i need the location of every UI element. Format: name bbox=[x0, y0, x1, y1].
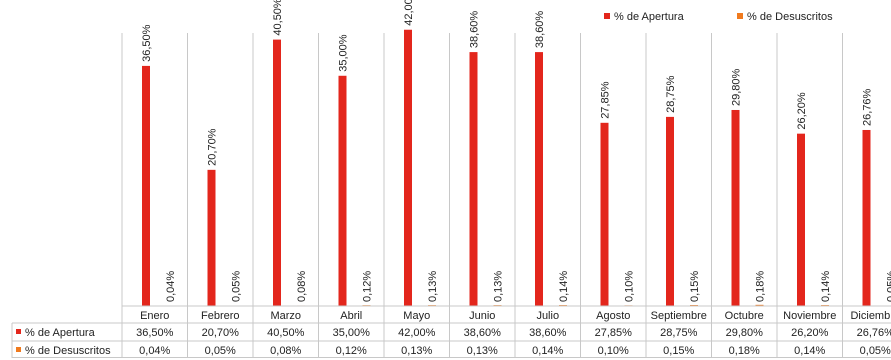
data-label-apertura: 40,50% bbox=[272, 0, 284, 36]
data-label-apertura: 35,00% bbox=[338, 34, 350, 72]
bar-apertura bbox=[469, 52, 478, 306]
bar-apertura bbox=[535, 52, 543, 306]
category-label: Noviembre bbox=[783, 310, 836, 322]
data-label-apertura: 38,60% bbox=[469, 11, 481, 49]
legend-swatch-apertura bbox=[604, 13, 610, 19]
data-table: Enero 36,50% 0,04% Febrero 20,70% 0,05% Marzo 4… bbox=[12, 305, 891, 358]
row-header-apertura: % de Apertura bbox=[25, 327, 96, 339]
table-cell-desuscritos: 0,14% bbox=[794, 345, 825, 357]
data-label-desuscritos: 0,13% bbox=[427, 271, 439, 302]
bar-apertura bbox=[142, 65, 150, 307]
data-label-desuscritos: 0,14% bbox=[820, 271, 832, 302]
table-cell-desuscritos: 0,04% bbox=[139, 345, 170, 357]
data-label-apertura: 38,60% bbox=[534, 11, 546, 49]
data-label-apertura: 29,80% bbox=[731, 68, 743, 106]
table-cell-apertura: 29,80% bbox=[726, 327, 764, 339]
table-cell-apertura: 20,70% bbox=[202, 327, 240, 339]
category-label: Octubre bbox=[725, 310, 764, 322]
legend: % de Apertura % de Desuscritos bbox=[604, 11, 833, 23]
bar-apertura bbox=[273, 39, 281, 306]
category-label: Enero bbox=[140, 310, 169, 322]
table-cell-desuscritos: 0,13% bbox=[467, 345, 498, 357]
bars bbox=[142, 29, 891, 307]
data-label-desuscritos: 0,05% bbox=[231, 271, 243, 302]
legend-label-desuscritos: % de Desuscritos bbox=[747, 11, 833, 23]
category-label: Diciembre bbox=[850, 310, 891, 322]
table-cell-apertura: 26,20% bbox=[791, 327, 829, 339]
table-cell-desuscritos: 0,12% bbox=[336, 345, 367, 357]
bar-apertura bbox=[797, 133, 805, 306]
data-label-desuscritos: 0,15% bbox=[689, 271, 701, 302]
category-label: Abril bbox=[340, 310, 362, 322]
table-cell-apertura: 26,76% bbox=[857, 327, 891, 339]
data-label-apertura: 42,00% bbox=[403, 0, 415, 26]
table-cell-apertura: 28,75% bbox=[660, 327, 698, 339]
category-label: Julio bbox=[536, 310, 559, 322]
table-cell-apertura: 40,50% bbox=[267, 327, 305, 339]
bar-apertura bbox=[862, 129, 871, 306]
table-cell-desuscritos: 0,08% bbox=[270, 345, 301, 357]
category-label: Mayo bbox=[403, 310, 430, 322]
bar-apertura bbox=[666, 116, 674, 306]
table-cell-apertura: 27,85% bbox=[595, 327, 633, 339]
data-label-desuscritos: 0,13% bbox=[493, 271, 505, 302]
bar-apertura bbox=[207, 169, 216, 306]
data-label-desuscritos: 0,05% bbox=[886, 271, 891, 302]
table-cell-desuscritos: 0,10% bbox=[598, 345, 629, 357]
data-label-apertura: 27,85% bbox=[600, 81, 612, 119]
bar-apertura bbox=[600, 122, 609, 306]
legend-key-apertura bbox=[16, 329, 21, 334]
row-header-desuscritos: % de Desuscritos bbox=[25, 345, 111, 357]
category-label: Febrero bbox=[201, 310, 240, 322]
data-label-apertura: 26,76% bbox=[862, 88, 874, 126]
table-cell-apertura: 38,60% bbox=[464, 327, 502, 339]
table-cell-desuscritos: 0,15% bbox=[663, 345, 694, 357]
legend-label-apertura: % de Apertura bbox=[614, 11, 685, 23]
bar-desuscritos bbox=[755, 304, 764, 306]
bar-apertura bbox=[404, 29, 412, 306]
legend-swatch-desuscritos bbox=[737, 13, 743, 19]
data-label-apertura: 36,50% bbox=[141, 24, 153, 62]
data-label-apertura: 28,75% bbox=[665, 75, 677, 113]
data-label-desuscritos: 0,08% bbox=[296, 271, 308, 302]
table-cell-apertura: 38,60% bbox=[529, 327, 567, 339]
table-cell-desuscritos: 0,18% bbox=[729, 345, 760, 357]
data-label-desuscritos: 0,04% bbox=[165, 271, 177, 302]
category-label: Septiembre bbox=[651, 310, 707, 322]
category-label: Agosto bbox=[596, 310, 630, 322]
data-label-desuscritos: 0,12% bbox=[362, 271, 374, 302]
legend-key-desuscritos bbox=[16, 347, 21, 352]
data-label-desuscritos: 0,18% bbox=[755, 271, 767, 302]
data-label-desuscritos: 0,10% bbox=[624, 271, 636, 302]
table-cell-apertura: 36,50% bbox=[136, 327, 174, 339]
table-cell-desuscritos: 0,05% bbox=[860, 345, 891, 357]
table-cell-desuscritos: 0,05% bbox=[205, 345, 236, 357]
category-label: Junio bbox=[469, 310, 495, 322]
data-label-desuscritos: 0,14% bbox=[558, 271, 570, 302]
table-cell-apertura: 42,00% bbox=[398, 327, 436, 339]
data-label-apertura: 20,70% bbox=[207, 128, 219, 166]
data-labels: 36,50% 0,04% 20,70% 0,05% 40,50% 0,08% 35,00% 0… bbox=[141, 0, 891, 302]
data-label-apertura: 26,20% bbox=[796, 92, 808, 130]
bar-apertura bbox=[338, 75, 347, 307]
bar-apertura bbox=[731, 109, 740, 306]
category-label: Marzo bbox=[270, 310, 301, 322]
table-cell-desuscritos: 0,14% bbox=[532, 345, 563, 357]
table-cell-apertura: 35,00% bbox=[333, 327, 371, 339]
table-cell-desuscritos: 0,13% bbox=[401, 345, 432, 357]
